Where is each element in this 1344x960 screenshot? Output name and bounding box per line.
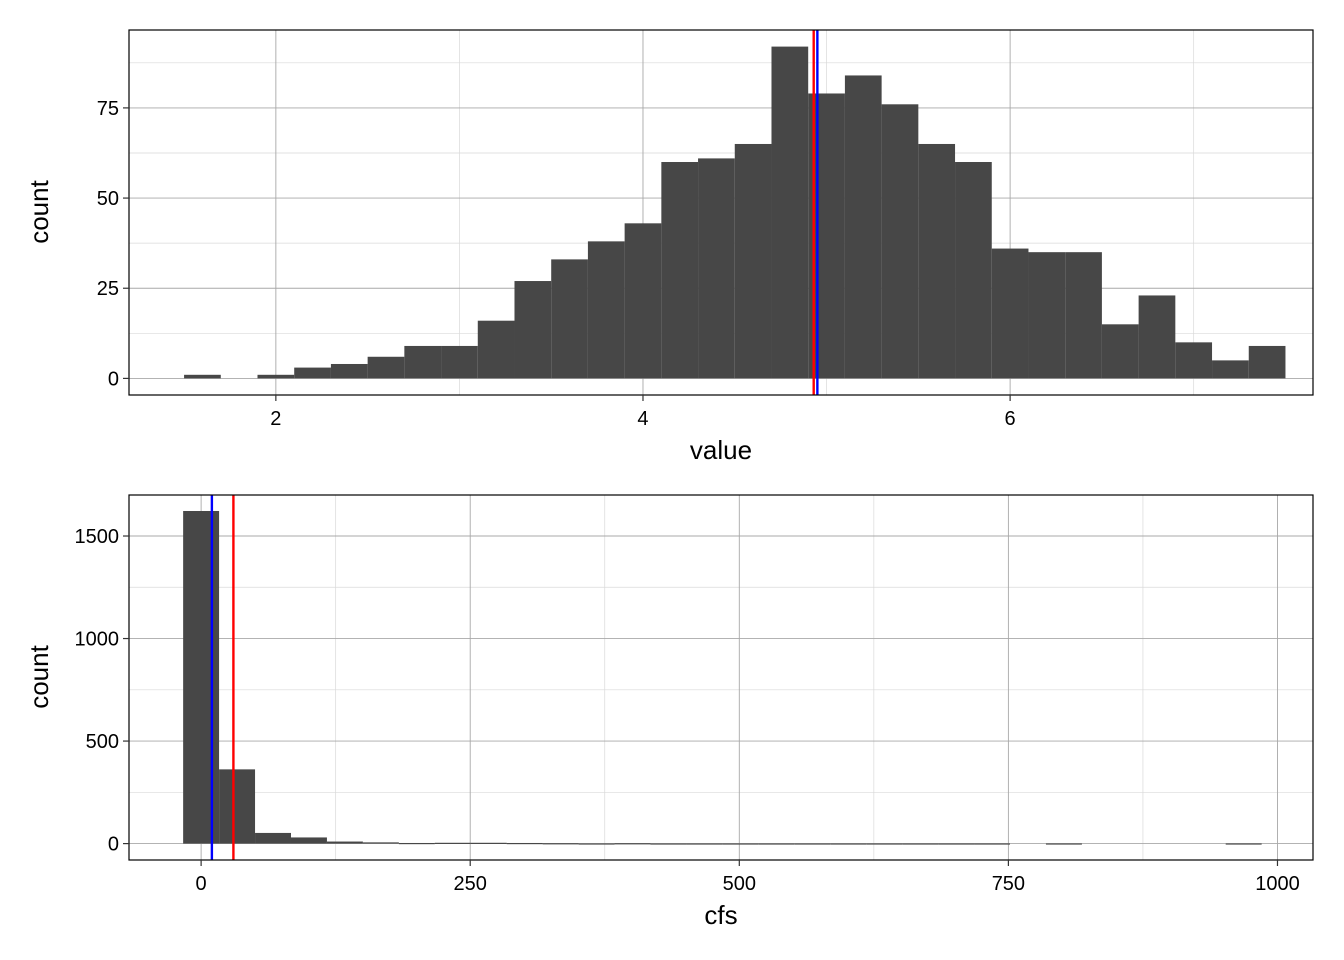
y-axis-title: count	[24, 179, 54, 243]
histogram-bar	[1045, 843, 1082, 845]
histogram-bar	[974, 843, 1011, 845]
x-axis-title: value	[690, 435, 752, 465]
histogram-bar	[326, 841, 363, 844]
histogram-bar	[722, 843, 759, 845]
histogram-bar	[650, 843, 687, 845]
histogram-bar	[955, 162, 992, 379]
histogram-bar	[686, 843, 723, 845]
x-tick-label: 250	[454, 873, 487, 895]
histogram-bar	[434, 842, 471, 844]
histogram-bar	[362, 842, 399, 844]
histogram-bar	[1028, 252, 1066, 379]
x-axis-title: cfs	[704, 900, 737, 930]
histogram-bar	[614, 843, 651, 845]
y-tick-label: 25	[97, 278, 119, 300]
x-tick-label: 2	[270, 408, 281, 430]
y-tick-label: 0	[108, 834, 119, 856]
histogram-bar	[255, 832, 291, 844]
histogram-bar	[991, 248, 1029, 379]
histogram-bar	[470, 842, 507, 844]
x-tick-label: 0	[196, 873, 207, 895]
x-tick-label: 6	[1005, 408, 1016, 430]
histogram-bar	[1248, 345, 1286, 379]
y-tick-label: 50	[97, 188, 119, 210]
histogram-bar	[881, 104, 919, 379]
histogram-bar	[219, 769, 256, 844]
histogram-bar	[624, 223, 662, 379]
histogram-bar	[918, 143, 956, 379]
histogram-bar	[830, 843, 867, 845]
x-tick-label: 4	[637, 408, 648, 430]
x-tick-label: 750	[992, 873, 1025, 895]
histogram-bar	[578, 843, 615, 845]
histogram-bar	[514, 281, 552, 379]
panel-border	[128, 29, 1314, 396]
histogram-bar	[506, 842, 543, 845]
histogram-bar	[294, 367, 331, 379]
histogram-bar	[404, 345, 442, 379]
histogram-bar	[1225, 843, 1262, 845]
y-tick-label: 1500	[75, 526, 120, 548]
histogram-bar	[398, 842, 435, 845]
histogram-bar	[902, 843, 939, 845]
histogram-bar	[1065, 252, 1102, 379]
histogram-bar	[771, 46, 809, 379]
histogram-bar	[290, 837, 327, 844]
y-axis-title: count	[24, 644, 54, 708]
histogram-bar	[1101, 324, 1139, 379]
plot-background	[129, 495, 1313, 860]
cfs-histogram-panel: 0 250 500 750 1000 0 500 1000 1500 cfs count	[24, 494, 1314, 930]
y-tick-label: 1000	[75, 629, 120, 651]
histogram-bar	[1138, 295, 1176, 379]
histogram-bar	[330, 363, 368, 379]
histogram-bar	[367, 356, 405, 379]
y-tick-label: 75	[97, 98, 119, 120]
histogram-bar	[1175, 342, 1213, 379]
histogram-bar	[794, 843, 831, 845]
x-tick-label: 1000	[1255, 873, 1300, 895]
histogram-bar	[441, 345, 478, 379]
histogram-bar	[844, 75, 882, 379]
histogram-bar	[698, 158, 735, 379]
histogram-bar	[758, 843, 795, 845]
value-histogram-panel: 2 4 6 0 25 50 75 value count	[24, 29, 1314, 465]
histogram-bar	[257, 374, 295, 379]
histogram-bar	[477, 320, 515, 379]
panel-border	[128, 494, 1314, 861]
histogram-bar	[1212, 360, 1249, 379]
x-tick-label: 500	[723, 873, 756, 895]
histogram-bar	[542, 843, 579, 845]
histogram-bar	[734, 143, 772, 379]
histogram-bar	[866, 843, 903, 845]
histogram-bar	[587, 241, 625, 379]
y-tick-label: 500	[86, 731, 119, 753]
histogram-bar	[938, 843, 975, 845]
histogram-bar	[661, 162, 699, 379]
y-tick-label: 0	[108, 368, 119, 390]
histogram-bar	[184, 374, 221, 379]
histogram-bar	[551, 259, 588, 379]
histogram-bar	[183, 510, 220, 844]
